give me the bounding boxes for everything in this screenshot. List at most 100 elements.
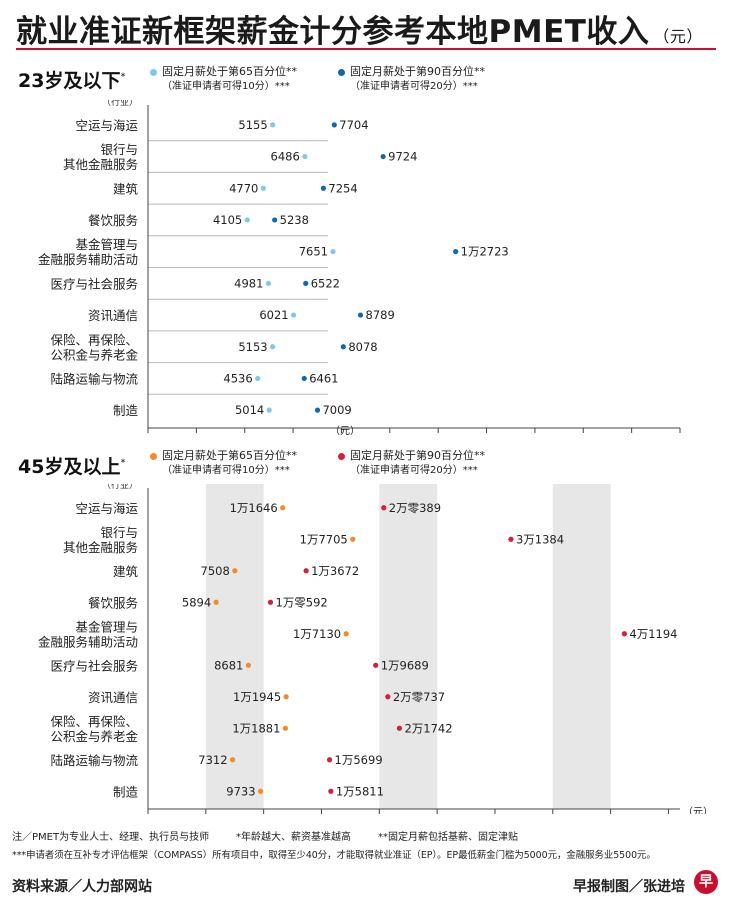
category-label: 医疗与社会服务 <box>50 658 138 673</box>
page-title: 就业准证新框架薪金计分参考本地PMET收入 （元） <box>16 14 703 50</box>
value-label-p90: 7254 <box>328 181 357 195</box>
value-label-p90: 7704 <box>339 118 368 132</box>
title-unit: （元） <box>653 27 703 46</box>
value-label-p65: 1万1646 <box>230 501 278 515</box>
value-label-p90: 8789 <box>366 308 395 322</box>
value-label-p65: 7651 <box>299 245 328 259</box>
point-p90 <box>357 312 364 318</box>
value-label-p65: 1万7130 <box>293 627 341 641</box>
category-label: 空运与海运 <box>75 501 138 516</box>
point-p65 <box>302 153 308 160</box>
value-label-p90: 1万2723 <box>461 245 509 259</box>
value-label-p90: 9724 <box>388 150 417 164</box>
value-label-p90: 4万1194 <box>629 627 677 641</box>
value-label-p65: 5894 <box>182 595 211 609</box>
value-label-p90: 6461 <box>309 371 338 385</box>
category-label: 保险、再保险、 <box>50 714 138 729</box>
category-label: 公积金与养老金 <box>50 347 138 362</box>
category-label: 建筑 <box>113 181 139 196</box>
point-p90 <box>385 694 391 700</box>
note-compass: ***申请者须在互补专才评估框架（COMPASS）所有项目中，取得至少40分，才… <box>12 850 656 861</box>
category-label: 资讯通信 <box>88 690 138 705</box>
value-label-p90: 8078 <box>348 340 377 354</box>
legend-young-p90-dot <box>338 68 345 76</box>
category-label: 陆路运输与物流 <box>50 753 138 768</box>
unit-label: （元） <box>683 806 713 814</box>
point-p65 <box>270 344 276 350</box>
category-label: 资讯通信 <box>88 308 138 323</box>
point-p90 <box>396 725 403 731</box>
value-label-p65: 9733 <box>226 784 255 798</box>
value-label-p90: 2万零737 <box>393 690 445 704</box>
point-p65 <box>232 568 238 574</box>
industry-header: （行业） <box>102 100 138 108</box>
value-label-p65: 6021 <box>259 308 288 322</box>
value-label-p90: 1万9689 <box>381 658 429 672</box>
point-p65 <box>260 185 266 191</box>
note-pmet: 注／PMET为专业人士、经理、执行员与技师 <box>12 832 210 843</box>
note-age: *年龄越大、薪资基准越高 <box>236 832 351 843</box>
point-p65 <box>280 505 286 511</box>
point-p90 <box>373 662 379 668</box>
point-p65 <box>350 536 356 542</box>
point-p90 <box>380 153 386 160</box>
source-credit: 资料来源／人力部网站 <box>12 879 152 895</box>
section-title-young: 23岁及以下* <box>18 70 126 92</box>
value-label-p90: 1万3672 <box>311 564 359 578</box>
point-p90 <box>303 568 309 574</box>
category-label: 其他金融服务 <box>63 157 138 172</box>
legend-young-p90: 固定月薪处于第90百分位** （准证申请者可得20分）*** <box>338 64 485 94</box>
point-p90 <box>340 344 346 350</box>
value-label-p90: 5238 <box>280 213 309 227</box>
value-label-p65: 4981 <box>234 276 263 290</box>
point-p65 <box>270 122 276 128</box>
point-p65 <box>283 694 289 700</box>
point-p65 <box>257 788 264 794</box>
value-label-p65: 4536 <box>223 371 252 385</box>
legend-old-p90-dot <box>338 452 345 460</box>
value-label-p65: 8681 <box>214 658 243 672</box>
legend-old-p90: 固定月薪处于第90百分位** （准证申请者可得20分）*** <box>338 448 485 478</box>
legend-young-p65-dot <box>150 68 157 76</box>
category-label: 制造 <box>113 403 139 418</box>
category-label: 公积金与养老金 <box>50 729 138 744</box>
value-label-p65: 4770 <box>229 181 258 195</box>
value-label-p90: 2万零389 <box>389 501 441 515</box>
value-label-p90: 6522 <box>311 276 340 290</box>
legend-old-p65: 固定月薪处于第65百分位** （准证申请者可得10分）*** <box>150 448 297 478</box>
category-label: 其他金融服务 <box>63 540 138 555</box>
point-p90 <box>314 407 321 413</box>
category-label: 餐饮服务 <box>88 213 138 228</box>
value-label-p65: 1万1945 <box>233 690 281 704</box>
note-salary: **固定月薪包括基薪、固定津贴 <box>378 832 518 843</box>
title-divider <box>16 48 716 50</box>
category-label: 基金管理与 <box>75 619 138 634</box>
shaded-band <box>552 484 611 809</box>
category-label: 陆路运输与物流 <box>50 371 138 386</box>
point-p90 <box>331 122 337 128</box>
point-p90 <box>272 217 278 223</box>
category-label: 金融服务辅助活动 <box>38 252 138 267</box>
value-label-p65: 6486 <box>271 150 300 164</box>
point-p65 <box>244 217 250 223</box>
value-label-p90: 3万1384 <box>516 532 564 546</box>
value-label-p90: 1万5699 <box>335 753 383 767</box>
category-label: 基金管理与 <box>75 237 138 252</box>
value-label-p65: 4105 <box>213 213 242 227</box>
point-p90 <box>267 599 274 605</box>
value-label-p65: 5155 <box>238 118 267 132</box>
point-p90 <box>320 185 327 191</box>
point-p65 <box>282 725 289 731</box>
point-p90 <box>453 249 459 255</box>
point-p65 <box>265 280 272 286</box>
value-label-p90: 1万5811 <box>336 784 384 798</box>
category-label: 餐饮服务 <box>88 595 138 610</box>
point-p90 <box>381 505 387 511</box>
graphic-credit: 早报制图／张进培 <box>573 879 685 895</box>
point-p90 <box>303 280 309 286</box>
category-label: 建筑 <box>113 564 139 579</box>
category-label: 银行与 <box>100 142 138 157</box>
point-p65 <box>330 249 336 255</box>
